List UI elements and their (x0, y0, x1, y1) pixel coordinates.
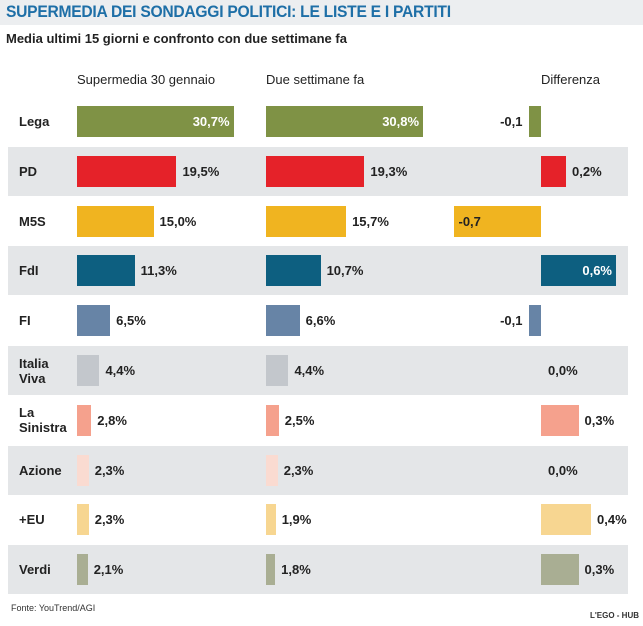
value-label-difference: -0,1 (500, 114, 523, 129)
value-label-difference: 0,6% (582, 263, 612, 279)
bar-current (77, 355, 100, 386)
value-label-current: 2,3% (94, 512, 125, 528)
bar-difference (541, 255, 616, 287)
bar-difference (541, 155, 566, 187)
value-label-current: 2,3% (94, 462, 125, 478)
party-label: Lega (19, 114, 50, 129)
value-label-current: 15,0% (159, 213, 197, 229)
value-label-previous: 15,7% (352, 213, 389, 229)
party-label: Italia Viva (19, 355, 49, 386)
row-verdi (8, 545, 628, 595)
party-label: FdI (19, 263, 39, 279)
bar-current (77, 554, 88, 586)
bar-previous (266, 554, 276, 586)
value-label-previous: 19,3% (370, 163, 408, 179)
chart-subtitle: Media ultimi 15 giorni e confronto con d… (6, 31, 347, 46)
party-label: +EU (19, 512, 45, 528)
bar-previous (266, 155, 365, 187)
value-label-current: 30,7% (192, 114, 230, 129)
value-label-previous: 2,5% (284, 412, 315, 428)
chart-title: SUPERMEDIA DEI SONDAGGI POLITICI: LE LIS… (6, 2, 451, 21)
party-label: Azione (19, 462, 62, 478)
bar-previous (266, 255, 321, 287)
value-label-difference: 0,0% (548, 363, 578, 378)
bar-current (77, 106, 234, 137)
value-label-previous: 1,8% (281, 562, 311, 578)
bar-previous (266, 504, 276, 536)
bar-previous (266, 454, 278, 486)
column-header-previous: Due settimane fa (266, 72, 365, 87)
bar-difference (528, 305, 541, 337)
value-label-previous: 30,8% (382, 114, 420, 129)
value-label-current: 19,5% (182, 163, 220, 179)
bar-previous (266, 106, 424, 137)
bar-difference (541, 404, 579, 436)
bar-previous (266, 305, 300, 337)
value-label-current: 4,4% (105, 363, 136, 378)
bar-current (77, 454, 89, 486)
value-label-current: 2,1% (93, 562, 124, 578)
bar-difference (528, 106, 541, 137)
value-label-previous: 10,7% (326, 263, 364, 279)
bar-difference (453, 205, 541, 237)
column-header-current: Supermedia 30 gennaio (77, 72, 216, 87)
bar-difference (541, 554, 579, 586)
value-label-previous: 4,4% (294, 363, 325, 378)
party-label: Verdi (19, 562, 51, 578)
bar-current (77, 305, 111, 337)
party-label: FI (19, 313, 31, 329)
title-bar: SUPERMEDIA DEI SONDAGGI POLITICI: LE LIS… (0, 0, 643, 25)
value-label-current: 2,8% (97, 412, 127, 428)
row-italia-viva (8, 346, 628, 395)
value-label-previous: 2,3% (283, 462, 314, 478)
bar-previous (266, 404, 279, 436)
party-label: PD (19, 163, 38, 179)
bar-difference (541, 504, 591, 536)
bar-current (77, 404, 92, 436)
publisher-brand: L'EGO - HUB (590, 611, 640, 620)
bar-current (77, 205, 154, 237)
value-label-difference: 0,0% (548, 462, 578, 478)
bar-previous (266, 355, 289, 386)
value-label-previous: 1,9% (281, 512, 312, 528)
value-label-previous: 6,6% (305, 313, 336, 329)
bar-current (77, 255, 135, 287)
bar-previous (266, 205, 347, 237)
value-label-difference: -0,7 (458, 213, 481, 229)
value-label-difference: 0,4% (597, 512, 627, 528)
row-azione (8, 445, 628, 495)
bar-current (77, 504, 89, 536)
party-label: La Sinistra (19, 405, 67, 436)
value-label-difference: 0,2% (572, 163, 602, 179)
bar-current (77, 155, 177, 187)
value-label-current: 11,3% (140, 263, 177, 279)
value-label-difference: 0,3% (584, 562, 615, 578)
source-note: Fonte: YouTrend/AGI (11, 603, 96, 613)
party-label: M5S (19, 213, 46, 229)
value-label-difference: -0,1 (500, 313, 523, 329)
column-header-difference: Differenza (541, 72, 601, 87)
value-label-current: 6,5% (116, 313, 146, 329)
value-label-difference: 0,3% (584, 412, 615, 428)
